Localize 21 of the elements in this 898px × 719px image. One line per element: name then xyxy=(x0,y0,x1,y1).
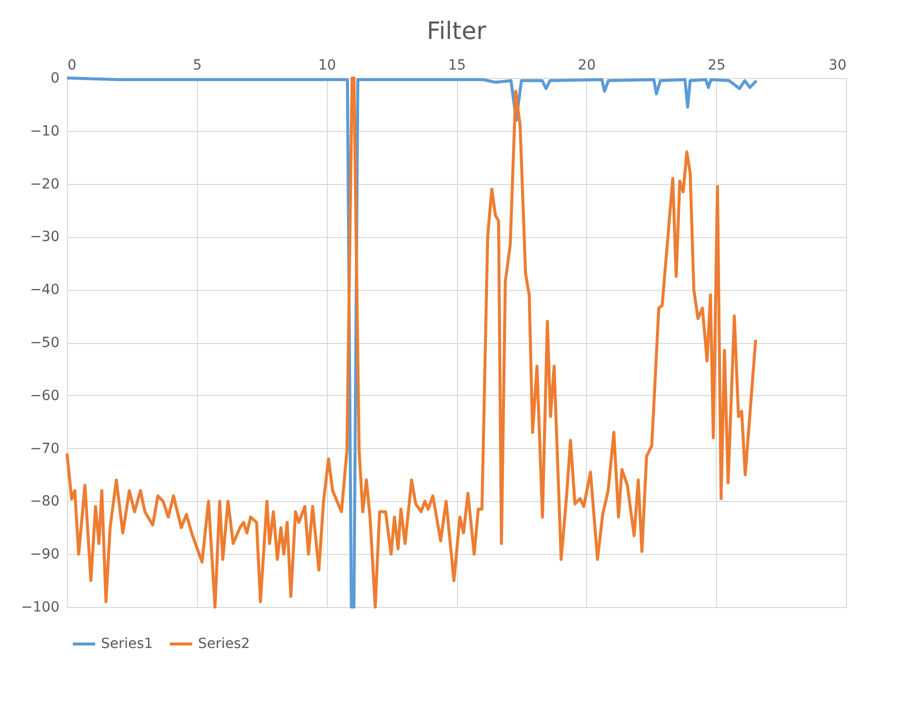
x-tick-label: 30 xyxy=(828,58,846,74)
y-tick-label: −70 xyxy=(30,440,60,457)
y-tick-label: −10 xyxy=(30,123,60,140)
x-tick-label: 20 xyxy=(578,58,596,74)
x-tick-label: 0 xyxy=(68,58,76,74)
y-tick-label: −60 xyxy=(30,388,60,404)
y-tick-label: −50 xyxy=(30,335,60,351)
legend-label: Series2 xyxy=(198,636,250,652)
chart-title: Filter xyxy=(426,17,486,45)
x-tick-label: 15 xyxy=(448,58,466,74)
y-tick-label: −100 xyxy=(21,600,60,616)
y-tick-label: −40 xyxy=(30,282,60,298)
y-tick-label: −20 xyxy=(30,176,60,192)
x-tick-label: 5 xyxy=(192,58,202,74)
x-tick-label: 25 xyxy=(708,58,726,74)
legend-label: Series1 xyxy=(101,636,153,652)
y-tick-label: −30 xyxy=(30,229,60,246)
y-tick-label: −90 xyxy=(30,546,60,563)
y-tick-label: −80 xyxy=(30,494,60,510)
y-tick-label: 0 xyxy=(50,70,60,86)
x-tick-label: 10 xyxy=(318,58,336,74)
